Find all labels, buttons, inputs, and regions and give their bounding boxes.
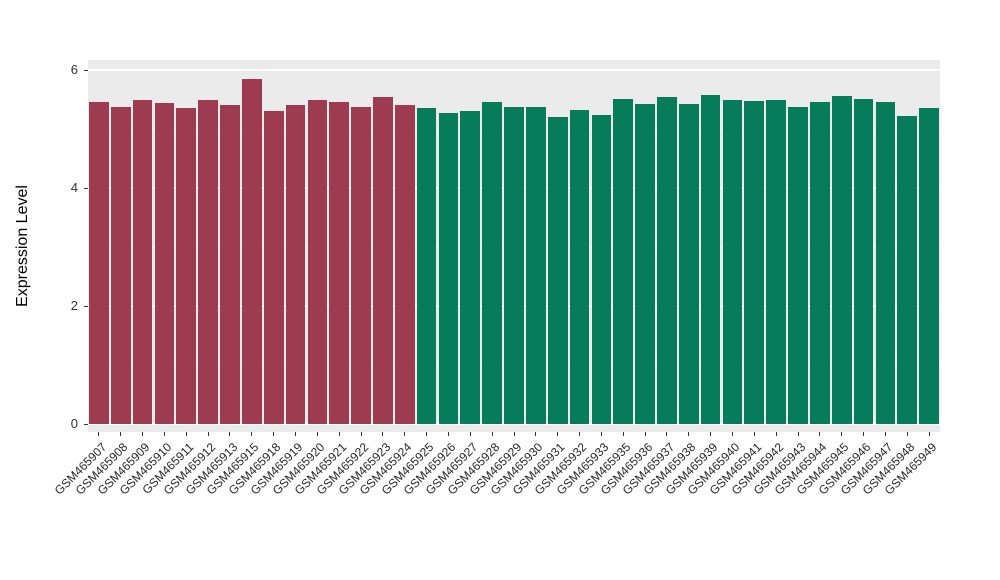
y-tick-label: 2	[70, 298, 78, 313]
bar	[263, 111, 284, 424]
bar	[635, 104, 655, 424]
x-axis: GSM465907 GSM465908 GSM465909 GSM465910 GSM4…	[51, 432, 940, 578]
x-tick-mark	[622, 432, 624, 436]
bar	[110, 106, 131, 424]
x-tick-mark	[928, 432, 930, 436]
x-tick-mark	[382, 432, 384, 436]
x-tick-mark	[447, 432, 449, 436]
bar	[722, 100, 743, 424]
bar	[853, 98, 874, 424]
bar	[198, 99, 218, 424]
bar	[416, 107, 437, 424]
x-tick-mark	[753, 432, 755, 436]
bar	[176, 108, 197, 424]
x-tick-mark	[338, 432, 340, 436]
x-tick-mark	[557, 432, 559, 436]
bar	[875, 101, 896, 424]
bar	[744, 101, 765, 424]
y-tick-label: 0	[70, 416, 78, 431]
bar	[810, 102, 830, 424]
x-tick-mark	[98, 432, 100, 436]
x-tick-mark	[163, 432, 165, 436]
x-tick-mark	[884, 432, 886, 436]
x-tick-mark	[797, 432, 799, 436]
x-tick-mark	[404, 432, 406, 436]
bar	[788, 106, 808, 424]
x-tick-mark	[207, 432, 209, 436]
bar	[831, 95, 852, 424]
x-tick-mark	[710, 432, 712, 436]
bar	[700, 95, 721, 424]
bar	[132, 99, 153, 424]
bar	[526, 107, 546, 424]
x-tick-mark	[360, 432, 362, 436]
x-tick-mark	[513, 432, 515, 436]
y-tick-mark	[84, 305, 88, 307]
x-tick-mark	[600, 432, 602, 436]
bar	[307, 99, 328, 424]
y-tick-mark	[84, 423, 88, 425]
x-tick-mark	[863, 432, 865, 436]
bar	[220, 104, 240, 424]
x-tick-mark	[731, 432, 733, 436]
y-tick-mark	[84, 187, 88, 189]
x-tick-mark	[295, 432, 297, 436]
x-tick-mark	[906, 432, 908, 436]
bar	[547, 116, 568, 424]
bar	[394, 105, 415, 424]
y-tick-label: 6	[70, 62, 78, 77]
x-tick-mark	[688, 432, 690, 436]
x-tick-mark	[316, 432, 318, 436]
bar	[657, 96, 677, 424]
y-axis: 0 2 4 6	[0, 0, 88, 580]
x-tick-mark	[841, 432, 843, 436]
y-tick-mark	[84, 69, 88, 71]
x-tick-mark	[426, 432, 428, 436]
bar	[919, 107, 939, 424]
bar	[482, 101, 502, 424]
bar	[242, 78, 262, 424]
x-tick-mark	[251, 432, 253, 436]
y-tick-label: 4	[70, 180, 78, 195]
gridline-major	[88, 69, 940, 71]
bar	[613, 98, 634, 424]
x-tick-mark	[491, 432, 493, 436]
bar	[89, 101, 109, 424]
bar	[766, 99, 786, 424]
gridline-major	[88, 423, 940, 425]
x-tick-mark	[120, 432, 122, 436]
bar	[460, 110, 481, 424]
bar	[591, 115, 612, 424]
x-tick-mark	[666, 432, 668, 436]
bar	[351, 107, 371, 424]
bar	[504, 106, 524, 424]
x-tick-mark	[185, 432, 187, 436]
bar	[569, 109, 590, 424]
x-tick-mark	[775, 432, 777, 436]
x-tick-mark	[535, 432, 537, 436]
bar	[678, 104, 699, 424]
bar	[285, 105, 306, 424]
bar	[897, 116, 918, 424]
bar	[329, 102, 350, 424]
x-tick-mark	[819, 432, 821, 436]
x-tick-mark	[229, 432, 231, 436]
x-tick-mark	[273, 432, 275, 436]
x-tick-mark	[142, 432, 144, 436]
plot-panel	[88, 60, 940, 432]
bar	[373, 97, 393, 424]
bar	[438, 113, 459, 424]
x-tick-mark	[469, 432, 471, 436]
x-tick-mark	[579, 432, 581, 436]
x-tick-mark	[644, 432, 646, 436]
bar	[154, 103, 175, 424]
